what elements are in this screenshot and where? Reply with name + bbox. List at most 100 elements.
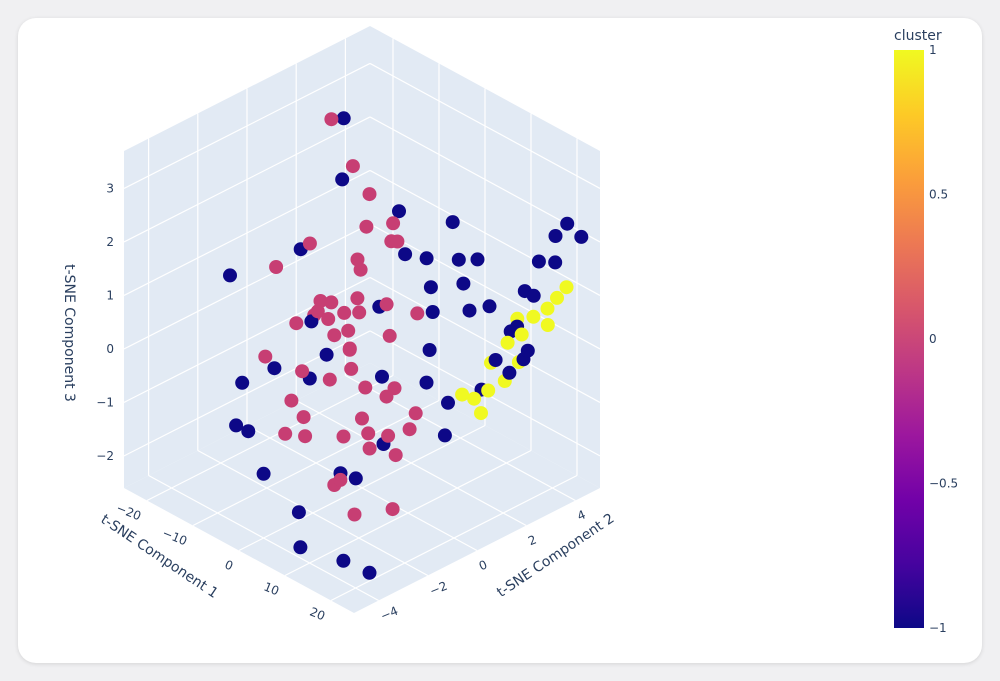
- data-point-cluster-0: [313, 294, 328, 308]
- data-point-cluster-0: [336, 429, 351, 444]
- grid-z-wall-y: [369, 223, 601, 350]
- data-point-cluster-0: [342, 342, 357, 357]
- data-point-cluster-neg1: [256, 466, 271, 481]
- y-tick-label: −4: [378, 604, 400, 624]
- data-point-cluster-0: [327, 328, 342, 343]
- data-point-cluster-1: [455, 387, 470, 402]
- data-point-cluster-neg1: [335, 172, 350, 187]
- chart-card: −2 −1 0 1 2 3 −20 −10 0 10 20 −4 −2 0 2 4 t-SNE Compone…: [18, 18, 982, 663]
- data-point-cluster-neg1: [482, 299, 497, 314]
- grid-z-wall-x: [123, 116, 371, 243]
- data-point-cluster-1: [481, 383, 496, 398]
- data-point-cluster-neg1: [456, 276, 471, 291]
- data-point-cluster-0: [408, 406, 423, 421]
- grid-lines: [123, 38, 601, 602]
- data-point-cluster-1: [474, 406, 488, 421]
- data-point-cluster-neg1: [267, 361, 282, 376]
- data-point-cluster-0: [355, 411, 369, 426]
- data-point-cluster-neg1: [291, 505, 306, 520]
- z-tick-label: 1: [106, 288, 114, 302]
- data-point-cluster-neg1: [531, 254, 546, 269]
- y-tick-label: 0: [477, 557, 489, 573]
- grid-z-wall-y: [369, 62, 601, 189]
- data-point-cluster-neg1: [375, 369, 389, 384]
- data-point-cluster-neg1: [445, 215, 460, 230]
- data-point-cluster-neg1: [223, 268, 237, 283]
- data-point-cluster-1: [540, 318, 555, 332]
- colorbar: cluster 1 0.5 0 −0.5 −1: [894, 28, 958, 635]
- data-point-cluster-1: [559, 280, 574, 295]
- data-point-cluster-0: [278, 426, 293, 441]
- data-point-cluster-1: [467, 391, 482, 406]
- data-point-cluster-0: [359, 219, 374, 234]
- data-point-cluster-0: [324, 295, 339, 310]
- data-point-cluster-0: [402, 422, 417, 437]
- data-point-cluster-0: [347, 507, 362, 522]
- data-point-cluster-0: [298, 429, 313, 444]
- data-point-cluster-neg1: [441, 395, 455, 410]
- data-point-cluster-neg1: [392, 204, 406, 219]
- z-tick-label: 2: [106, 235, 114, 249]
- data-point-cluster-0: [324, 112, 339, 127]
- data-point-cluster-neg1: [304, 314, 319, 329]
- data-point-cluster-0: [333, 472, 348, 487]
- data-point-cluster-neg1: [560, 216, 575, 231]
- data-point-cluster-0: [382, 328, 397, 343]
- z-axis-title: t-SNE Component 3: [61, 264, 77, 402]
- data-point-cluster-1: [550, 290, 564, 305]
- data-point-cluster-neg1: [398, 247, 413, 262]
- data-point-cluster-1: [540, 301, 555, 316]
- data-point-cluster-neg1: [520, 343, 535, 358]
- grid-y-floor: [148, 474, 379, 602]
- grid-z-wall-x: [123, 62, 371, 189]
- grid-z-wall-x: [123, 169, 371, 296]
- data-point-cluster-neg1: [235, 375, 250, 390]
- colorbar-tick-label: 0: [929, 332, 937, 346]
- data-point-cluster-0: [379, 297, 394, 312]
- y-tick-label: 4: [575, 507, 587, 523]
- data-point-cluster-neg1: [548, 229, 563, 243]
- grid-y-floor: [295, 399, 527, 527]
- z-tick-label: −2: [96, 449, 114, 463]
- colorbar-gradient: [894, 50, 924, 628]
- data-point-cluster-0: [337, 305, 352, 320]
- data-point-cluster-0: [289, 316, 304, 331]
- grid-z-wall-y: [369, 276, 601, 403]
- data-point-cluster-0: [381, 428, 396, 443]
- data-point-cluster-neg1: [425, 305, 440, 319]
- colorbar-title: cluster: [894, 28, 942, 44]
- data-point-cluster-0: [410, 306, 425, 321]
- data-point-cluster-0: [341, 323, 356, 338]
- data-point-cluster-0: [345, 159, 360, 174]
- data-point-cluster-neg1: [419, 251, 434, 266]
- grid-y-floor: [197, 449, 429, 577]
- data-point-cluster-0: [362, 187, 377, 202]
- data-point-cluster-0: [386, 216, 401, 231]
- data-point-cluster-neg1: [470, 252, 485, 267]
- data-point-cluster-0: [269, 260, 284, 274]
- data-point-cluster-neg1: [548, 255, 563, 270]
- data-point-cluster-neg1: [229, 418, 244, 433]
- data-point-cluster-neg1: [348, 471, 363, 486]
- data-point-cluster-1: [514, 327, 529, 342]
- colorbar-tick-label: 0.5: [929, 188, 948, 202]
- data-point-cluster-neg1: [319, 347, 334, 362]
- x-tick-label: 0: [223, 557, 235, 573]
- data-point-cluster-neg1: [574, 229, 589, 244]
- data-point-cluster-neg1: [437, 428, 452, 443]
- data-point-cluster-0: [322, 372, 337, 387]
- x-tick-label: −10: [160, 526, 189, 548]
- grid-z-wall-x: [123, 223, 371, 350]
- x-tick-label: 10: [262, 580, 281, 599]
- data-point-cluster-0: [350, 291, 365, 306]
- x-tick-label: 20: [308, 605, 327, 624]
- data-point-cluster-0: [358, 380, 373, 395]
- y-tick-label: −2: [428, 579, 450, 599]
- data-point-cluster-0: [385, 502, 400, 517]
- colorbar-tick-label: −1: [929, 621, 947, 635]
- data-point-cluster-neg1: [422, 343, 437, 357]
- data-point-cluster-0: [352, 305, 367, 320]
- data-point-cluster-neg1: [419, 375, 434, 390]
- data-point-cluster-neg1: [336, 111, 351, 126]
